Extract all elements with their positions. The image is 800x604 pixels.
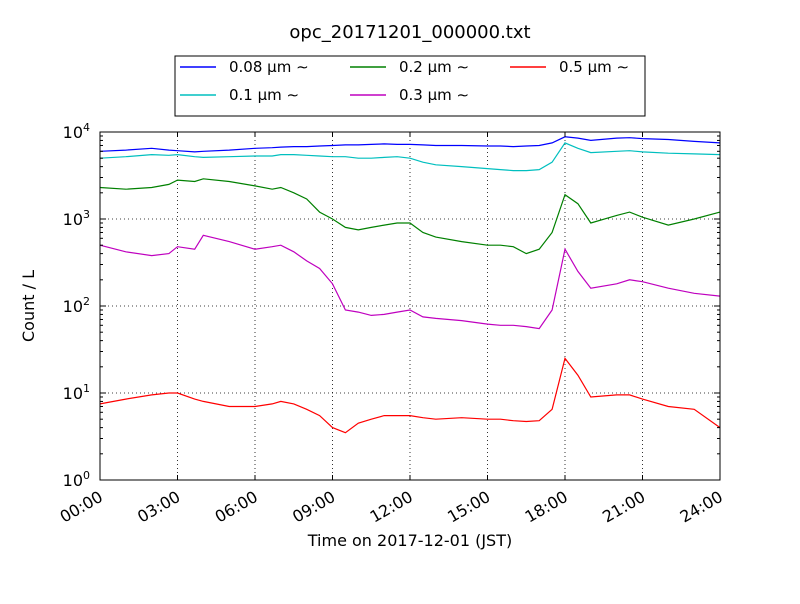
y-tick-labels: 100 101 102 103 104: [63, 121, 90, 490]
y-tick-label: 101: [63, 382, 90, 403]
x-tick-label: 03:00: [134, 487, 183, 527]
legend-label: 0.1 μm ∼: [229, 86, 299, 104]
y-axis-label: Count / L: [19, 270, 38, 342]
y-tick-label: 103: [63, 208, 90, 229]
x-tick-label: 00:00: [57, 487, 106, 527]
y-tick-label: 102: [63, 295, 90, 316]
series-line: [99, 136, 721, 153]
legend-label: 0.08 μm ∼: [229, 58, 309, 76]
legend-label: 0.5 μm ∼: [559, 58, 629, 76]
y-tick-label: 104: [63, 121, 90, 142]
legend-frame: [174, 55, 646, 117]
x-tick-label: 06:00: [212, 487, 261, 527]
legend: 0.08 μm ∼ 0.2 μm ∼ 0.5 μm ∼ 0.1 μm ∼ 0.3 μm …: [174, 55, 646, 117]
axis-ticks: [99, 131, 721, 481]
series-line: [99, 234, 721, 330]
x-axis-label: Time on 2017-12-01 (JST): [307, 531, 512, 550]
plot-series: [99, 136, 721, 434]
x-tick-label: 15:00: [444, 487, 493, 527]
x-tick-label: 09:00: [289, 487, 338, 527]
legend-label: 0.3 μm ∼: [399, 86, 469, 104]
chart-title: opc_20171201_000000.txt: [289, 22, 530, 43]
series-line: [99, 178, 721, 255]
series-line: [99, 142, 721, 172]
x-tick-label: 12:00: [367, 487, 416, 527]
x-tick-label: 18:00: [522, 487, 571, 527]
y-tick-label: 100: [63, 469, 90, 490]
grid-lines: [100, 132, 720, 480]
series-line: [99, 357, 721, 434]
x-tick-label: 24:00: [677, 487, 726, 527]
legend-label: 0.2 μm ∼: [399, 58, 469, 76]
x-tick-label: 21:00: [599, 487, 648, 527]
x-tick-labels: 00:00 03:00 06:00 09:00 12:00 15:00 18:00 21:00…: [57, 487, 726, 527]
legend-entries: 0.08 μm ∼ 0.2 μm ∼ 0.5 μm ∼ 0.1 μm ∼ 0.3 μm …: [180, 58, 629, 104]
